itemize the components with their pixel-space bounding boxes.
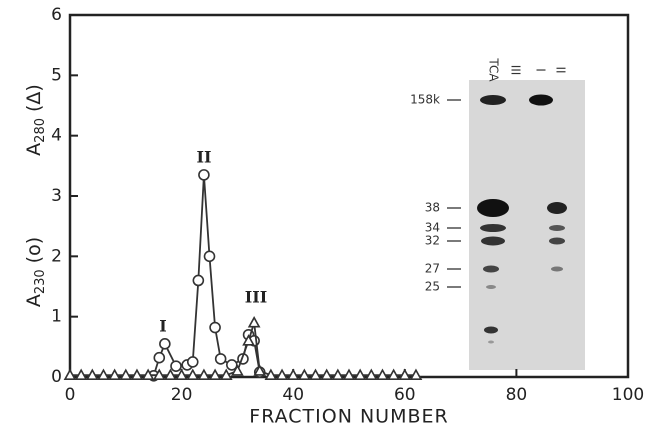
- gel-band: [551, 267, 563, 272]
- circle-marker: [210, 323, 220, 333]
- y-axis-label: A280 (Δ): [23, 84, 48, 156]
- circle-marker: [154, 353, 164, 363]
- lane-label: III: [509, 65, 523, 76]
- peak-label: II: [197, 148, 212, 167]
- marker-label: 32: [425, 234, 440, 248]
- peak-label: III: [245, 288, 267, 307]
- marker-label: 25: [425, 280, 440, 294]
- y-tick-label: 4: [51, 126, 62, 146]
- gel-band: [481, 237, 505, 246]
- marker-label: 158k: [410, 93, 440, 107]
- y-label-sub: 280: [33, 118, 48, 143]
- y-tick-label: 0: [51, 367, 62, 387]
- y-tick-label: 3: [51, 186, 62, 206]
- marker-label: 34: [425, 221, 440, 235]
- circle-marker: [205, 251, 215, 261]
- series-line: [70, 323, 416, 375]
- circle-marker: [199, 170, 209, 180]
- triangle-marker: [249, 318, 259, 327]
- x-tick-label: 20: [171, 385, 193, 405]
- gel-band: [484, 327, 498, 334]
- circle-marker: [160, 339, 170, 349]
- circle-marker: [216, 354, 226, 364]
- x-tick-label: 0: [65, 385, 76, 405]
- y-axis-label: A230 (o): [23, 237, 48, 307]
- x-tick-label: 100: [612, 385, 644, 405]
- gel-band: [486, 285, 496, 289]
- lane-label: I: [534, 68, 548, 72]
- gel-inset: [469, 80, 585, 370]
- gel-band: [549, 238, 565, 245]
- y-label-symbol: (Δ): [23, 84, 45, 112]
- gel-band: [488, 341, 494, 344]
- y-label-main: A: [23, 294, 45, 307]
- y-tick-label: 6: [51, 5, 62, 25]
- y-label-symbol: (o): [23, 237, 45, 263]
- chart: FRACTION NUMBER TCAIIIIII158k38343227250…: [0, 0, 645, 432]
- gel-band: [477, 199, 509, 217]
- gel-band: [480, 95, 506, 105]
- marker-label: 38: [425, 201, 440, 215]
- circle-marker: [188, 357, 198, 367]
- x-axis-label: FRACTION NUMBER: [249, 406, 448, 428]
- circle-marker: [193, 275, 203, 285]
- x-tick-label: 80: [506, 385, 528, 405]
- gel-band: [549, 225, 565, 231]
- lane-label: TCA: [487, 57, 501, 82]
- x-tick-label: 60: [394, 385, 416, 405]
- gel-band: [480, 224, 506, 232]
- y-tick-label: 2: [51, 246, 62, 266]
- lane-label: II: [554, 66, 568, 73]
- gel-band: [483, 266, 499, 273]
- y-tick-label: 5: [51, 65, 62, 85]
- y-label-sub: 230: [33, 269, 48, 294]
- gel-band: [547, 202, 567, 214]
- circle-marker: [171, 361, 181, 371]
- gel-band: [529, 95, 553, 106]
- peak-label: I: [159, 317, 166, 336]
- marker-label: 27: [425, 262, 440, 276]
- x-tick-label: 40: [282, 385, 304, 405]
- y-label-main: A: [23, 143, 45, 156]
- y-tick-label: 1: [51, 307, 62, 327]
